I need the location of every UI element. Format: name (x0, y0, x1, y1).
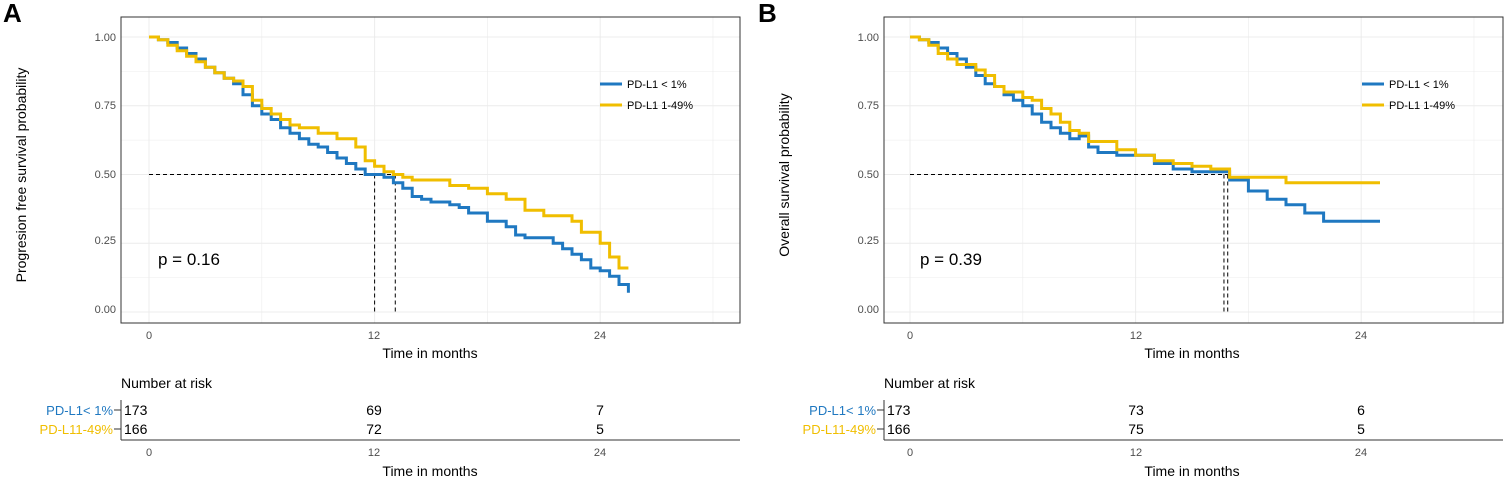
panel-b-x-ticks: 0 12 24 (907, 330, 1367, 342)
y-tick-label: 0.75 (858, 100, 879, 112)
x-tick-label: 24 (594, 330, 606, 342)
risk-table-title: Number at risk (884, 375, 976, 391)
risk-x-tick-label: 12 (368, 447, 380, 459)
legend-label-pd-l1-lt-1: PD-L1 < 1% (627, 79, 687, 91)
panel-b-y-axis-title: Overall survival probability (776, 93, 792, 256)
y-tick-label: 0.50 (858, 169, 879, 181)
legend-label-pd-l1-lt-1: PD-L1 < 1% (1389, 79, 1449, 91)
panel-b-legend: PD-L1 < 1% PD-L1 1-49% (1362, 79, 1455, 112)
risk-value: 173 (887, 402, 911, 418)
panel-b-grid (884, 17, 1503, 323)
panel-b-label: B (758, 0, 777, 28)
risk-row-label-pd-l1-1-49: PD-L11-49% (803, 422, 877, 437)
risk-value: 69 (366, 402, 382, 418)
panel-b-p-value: p = 0.39 (920, 250, 982, 269)
panel-b-curves (910, 35, 1380, 223)
panel-b: B 0.00 0.25 0.50 0.75 1.00 0 12 24 Time … (758, 0, 1504, 479)
y-tick-label: 0.75 (95, 100, 116, 112)
risk-x-tick-label: 12 (1130, 447, 1142, 459)
risk-row-label-pd-l1-lt-1: PD-L1< 1% (809, 403, 876, 418)
risk-value: 5 (1357, 421, 1365, 437)
panel-b-risk-table: Number at risk PD-L1< 1% PD-L11-49% 173 … (803, 375, 1503, 479)
survival-curve-g2 (910, 35, 1380, 185)
risk-value: 166 (887, 421, 911, 437)
panel-a-y-ticks: 0.00 0.25 0.50 0.75 1.00 (95, 32, 116, 316)
panel-b-plot-frame (883, 16, 1504, 324)
risk-table-title: Number at risk (121, 375, 213, 391)
risk-value: 173 (124, 402, 148, 418)
y-tick-label: 1.00 (858, 32, 879, 44)
y-tick-label: 0.25 (95, 235, 116, 247)
risk-x-axis-title: Time in months (382, 463, 477, 479)
risk-value: 73 (1128, 402, 1144, 418)
x-tick-label: 24 (1355, 330, 1367, 342)
risk-value: 5 (596, 421, 604, 437)
panel-a-grid (121, 17, 740, 323)
panel-a-risk-table: Number at risk PD-L1< 1% PD-L11-49% 173 … (40, 375, 740, 479)
risk-row-label-pd-l1-1-49: PD-L11-49% (40, 422, 114, 437)
risk-value: 75 (1128, 421, 1144, 437)
survival-curve-g1 (149, 35, 630, 293)
x-tick-label: 0 (907, 330, 913, 342)
panel-a-plot-frame (120, 16, 741, 324)
panel-a-curves (149, 35, 630, 293)
survival-curve-g2 (149, 35, 629, 270)
survival-curve-g1 (910, 35, 1380, 223)
y-tick-label: 1.00 (95, 32, 116, 44)
panel-a-p-value: p = 0.16 (158, 250, 220, 269)
panel-a-x-ticks: 0 12 24 (146, 330, 606, 342)
panel-a: A 0.00 0.25 0.50 0.75 1.00 0 12 24 Time … (3, 0, 741, 479)
risk-value: 72 (366, 421, 382, 437)
panel-a-label: A (3, 0, 22, 28)
risk-row-label-pd-l1-lt-1: PD-L1< 1% (46, 403, 113, 418)
x-tick-label: 0 (146, 330, 152, 342)
panel-a-y-axis-title: Progresion free survival probability (13, 68, 29, 283)
panel-b-y-ticks: 0.00 0.25 0.50 0.75 1.00 (858, 32, 879, 316)
panel-a-median-lines (149, 174, 396, 312)
x-tick-label: 12 (1130, 330, 1142, 342)
risk-value: 7 (596, 402, 604, 418)
panel-a-x-axis-title: Time in months (382, 345, 477, 361)
risk-x-tick-label: 0 (907, 447, 913, 459)
risk-value: 6 (1357, 402, 1365, 418)
y-tick-label: 0.00 (95, 304, 116, 316)
legend-label-pd-l1-1-49: PD-L1 1-49% (627, 100, 693, 112)
risk-x-tick-label: 24 (594, 447, 606, 459)
risk-x-tick-label: 0 (146, 447, 152, 459)
panel-b-median-lines (910, 174, 1229, 312)
risk-value: 166 (124, 421, 148, 437)
risk-x-axis-title: Time in months (1144, 463, 1239, 479)
risk-x-tick-label: 24 (1355, 447, 1367, 459)
legend-label-pd-l1-1-49: PD-L1 1-49% (1389, 100, 1455, 112)
panel-a-legend: PD-L1 < 1% PD-L1 1-49% (600, 79, 693, 112)
x-tick-label: 12 (368, 330, 380, 342)
y-tick-label: 0.50 (95, 169, 116, 181)
y-tick-label: 0.25 (858, 235, 879, 247)
panel-b-x-axis-title: Time in months (1144, 345, 1239, 361)
y-tick-label: 0.00 (858, 304, 879, 316)
